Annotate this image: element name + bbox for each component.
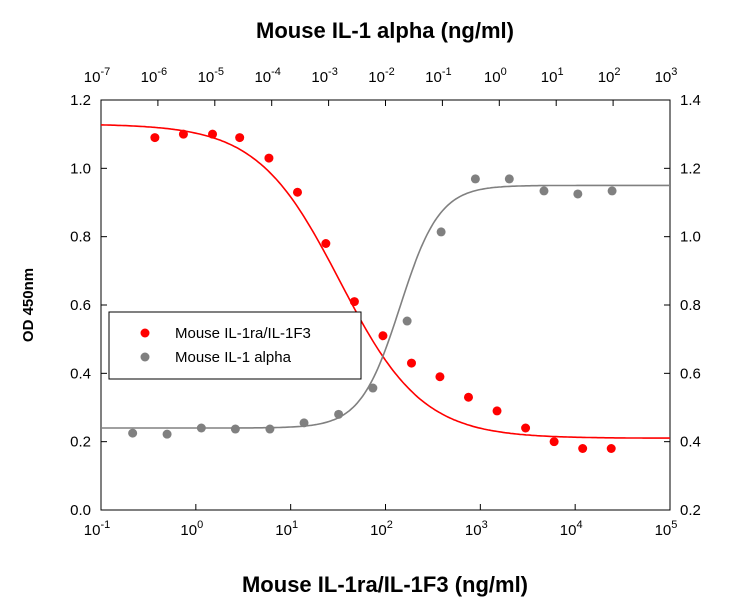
x-top-tick-label: 103 <box>655 66 678 86</box>
data-point-0 <box>208 129 218 139</box>
data-point-1 <box>368 383 378 393</box>
y-left-tick-label: 0.2 <box>70 434 91 451</box>
data-point-1 <box>128 428 138 438</box>
data-point-1 <box>402 316 412 326</box>
x-bottom-tick-label: 100 <box>180 519 203 539</box>
data-point-0 <box>406 358 416 368</box>
legend-marker-il1alpha <box>140 352 150 362</box>
data-point-0 <box>492 406 502 416</box>
x-bottom-tick-label: 101 <box>275 519 298 539</box>
fit-curve-0 <box>101 124 670 439</box>
data-point-0 <box>150 133 160 143</box>
y-left-tick-label: 0.6 <box>70 297 91 314</box>
y-left-tick-label: 1.2 <box>70 92 91 109</box>
x-bottom-tick-label: 10-1 <box>84 519 110 539</box>
x-top-tick-label: 101 <box>541 66 564 86</box>
legend-label-il1ra: Mouse IL-1ra/IL-1F3 <box>175 325 311 342</box>
data-point-0 <box>321 239 331 248</box>
y-left-tick-label: 1.0 <box>70 160 91 177</box>
data-point-1 <box>334 409 344 419</box>
data-point-0 <box>578 444 588 453</box>
y-left-tick-label: 0.0 <box>70 502 91 519</box>
data-point-0 <box>178 129 188 139</box>
y-left-tick-label: 0.8 <box>70 229 91 246</box>
x-top-tick-label: 10-7 <box>84 66 110 86</box>
x-top-tick-label: 10-6 <box>141 66 167 86</box>
data-point-1 <box>539 186 549 196</box>
data-point-0 <box>549 437 559 447</box>
x-bottom-tick-label: 105 <box>655 519 678 539</box>
x-top-tick-label: 10-3 <box>311 66 337 86</box>
data-point-0 <box>378 331 388 341</box>
data-point-0 <box>463 392 473 402</box>
y-left-tick-label: 0.4 <box>70 365 91 382</box>
y-right-tick-label: 0.2 <box>680 502 701 519</box>
x-top-tick-label: 102 <box>598 66 621 86</box>
data-point-1 <box>299 418 309 428</box>
data-point-0 <box>235 133 245 143</box>
x-bottom-tick-label: 102 <box>370 519 393 539</box>
data-point-1 <box>573 189 583 199</box>
data-point-1 <box>504 174 514 184</box>
data-point-1 <box>436 227 446 237</box>
data-point-0 <box>521 423 531 433</box>
data-point-0 <box>606 444 616 453</box>
data-point-1 <box>196 423 206 433</box>
y-right-tick-label: 1.0 <box>680 229 701 246</box>
fit-curve-1 <box>101 184 670 429</box>
y-right-tick-label: 1.4 <box>680 92 701 109</box>
x-top-tick-label: 10-4 <box>254 66 280 86</box>
data-point-0 <box>264 153 274 163</box>
legend-label-il1alpha: Mouse IL-1 alpha <box>175 349 292 366</box>
y-right-tick-label: 0.6 <box>680 365 701 382</box>
data-point-1 <box>607 186 617 196</box>
x-top-tick-label: 10-1 <box>425 66 451 86</box>
x-top-tick-label: 100 <box>484 66 507 86</box>
data-point-1 <box>230 424 240 434</box>
x-bottom-tick-label: 104 <box>560 519 583 539</box>
top-axis-title: Mouse IL-1 alpha (ng/ml) <box>256 18 514 43</box>
x-top-tick-label: 10-2 <box>368 66 394 86</box>
y-right-tick-label: 0.8 <box>680 297 701 314</box>
data-point-0 <box>435 372 445 382</box>
x-top-tick-label: 10-5 <box>198 66 224 86</box>
data-point-1 <box>265 424 275 434</box>
data-point-0 <box>292 187 302 197</box>
y-right-tick-label: 1.2 <box>680 160 701 177</box>
y-right-tick-label: 0.4 <box>680 434 701 451</box>
legend: Mouse IL-1ra/IL-1F3 Mouse IL-1 alpha <box>108 311 362 380</box>
data-point-1 <box>470 174 480 184</box>
bottom-axis-title: Mouse IL-1ra/IL-1F3 (ng/ml) <box>242 572 528 597</box>
data-point-1 <box>162 429 172 439</box>
data-point-0 <box>349 297 359 307</box>
legend-box <box>108 311 362 380</box>
legend-marker-il1ra <box>140 328 150 338</box>
x-bottom-tick-label: 103 <box>465 519 488 539</box>
y-axis-title: OD 450nm <box>20 268 37 342</box>
